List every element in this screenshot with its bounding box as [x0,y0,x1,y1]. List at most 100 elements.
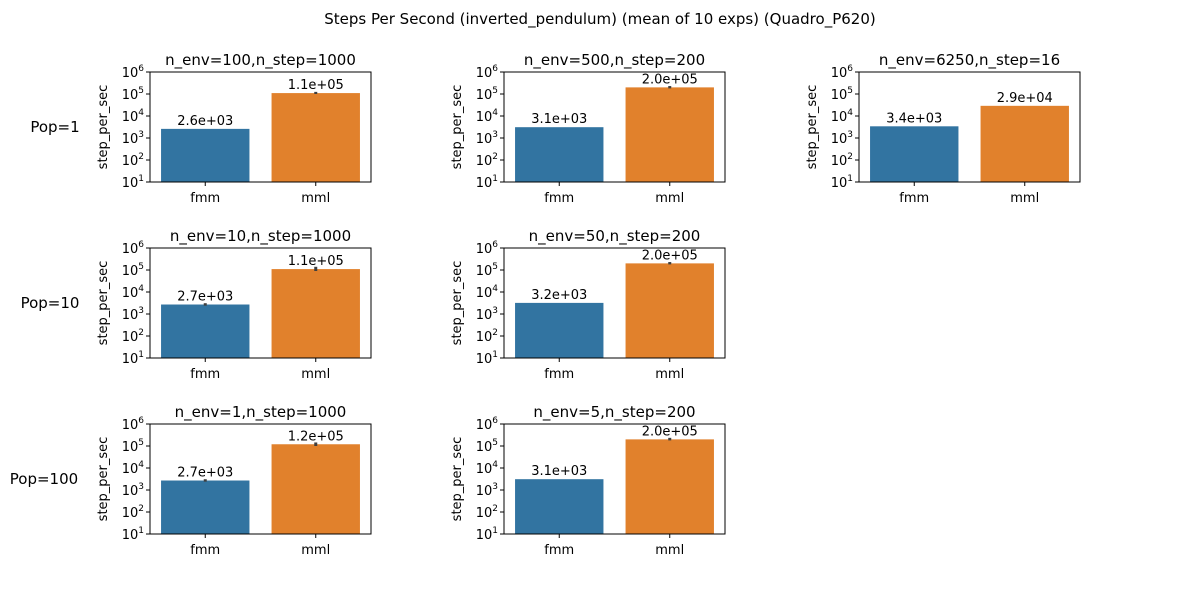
y-tick-label: 104 [476,108,499,125]
y-tick-label: 106 [476,240,499,257]
y-tick-exponent: 2 [492,328,498,338]
subplot-title: n_env=10,n_step=1000 [170,227,351,246]
y-tick-exponent: 6 [138,64,144,74]
y-tick-label: 105 [831,86,853,103]
row-label-pop-10: Pop=10 [21,294,80,312]
axes-frame [149,423,372,535]
bar-mml [625,439,714,534]
y-axis-label: step_per_sec [450,261,465,346]
axes-frame [858,71,1081,183]
y-tick-label: 105 [122,438,144,455]
y-tick-exponent: 4 [847,108,853,118]
bar-fmm [515,479,604,534]
y-tick-exponent: 5 [492,262,498,272]
y-tick-exponent: 5 [138,86,144,96]
y-tick-exponent: 4 [138,284,144,294]
y-tick-exponent: 5 [492,86,498,96]
bar-mml [271,93,360,182]
y-tick-exponent: 3 [847,130,853,140]
y-tick-label: 105 [122,86,144,103]
data-label-fmm: 2.6e+03 [177,114,233,129]
subplot-3: n_env=10,n_step=1000 step_per_sec 2.7e+03 f… [96,227,372,382]
data-label-fmm: 2.7e+03 [177,466,233,481]
data-label-mml: 1.1e+05 [288,78,344,93]
y-tick-label: 105 [476,438,498,455]
y-tick-label: 103 [122,130,144,147]
subplot-title: n_env=50,n_step=200 [529,227,701,246]
subplot-title: n_env=6250,n_step=16 [879,51,1060,70]
y-tick-label: 101 [122,526,144,543]
y-tick-label: 102 [476,504,498,521]
subplot-title: n_env=100,n_step=1000 [165,51,356,70]
data-label-fmm: 3.4e+03 [886,111,942,126]
data-label-mml: 2.0e+05 [642,72,698,87]
y-tick-label: 105 [122,262,144,279]
data-label-fmm: 3.1e+03 [531,112,587,127]
data-label-mml: 2.0e+05 [642,424,698,439]
y-tick-label: 103 [831,130,853,147]
y-tick-exponent: 2 [847,152,853,162]
y-tick-label: 101 [831,174,853,191]
y-tick-exponent: 5 [847,86,853,96]
subplot-grid: n_env=100,n_step=1000 step_per_sec 2.6e+03… [96,51,1081,558]
axes-frame [149,71,372,183]
y-tick-exponent: 3 [492,482,498,492]
axes-frame [503,71,726,183]
y-tick-exponent: 1 [492,350,498,360]
y-tick-label: 104 [122,284,145,301]
y-tick-exponent: 2 [138,504,144,514]
axes-frame [149,247,372,359]
y-tick-exponent: 3 [138,482,144,492]
y-tick-label: 104 [122,108,145,125]
x-tick-label-mml: mml [301,367,330,382]
y-axis-label: step_per_sec [96,261,111,346]
y-tick-label: 102 [831,152,853,169]
y-tick-label: 102 [122,152,144,169]
y-tick-label: 106 [476,416,499,433]
bar-mml [625,263,714,358]
y-tick-exponent: 1 [138,350,144,360]
y-tick-label: 103 [122,482,144,499]
subplot-title: n_env=1,n_step=1000 [175,403,347,422]
y-tick-exponent: 2 [492,152,498,162]
row-label-pop-1: Pop=1 [30,118,79,136]
x-tick-label-mml: mml [1010,191,1039,206]
y-axis-label: step_per_sec [805,85,820,170]
bar-mml [271,269,360,358]
y-tick-label: 104 [476,284,499,301]
subplot-1: n_env=500,n_step=200 step_per_sec 3.1e+03 f… [450,51,726,206]
data-label-fmm: 3.2e+03 [531,288,587,303]
y-tick-label: 105 [476,86,498,103]
y-tick-exponent: 6 [492,64,498,74]
y-tick-exponent: 1 [492,526,498,536]
y-tick-label: 104 [476,460,499,477]
bar-fmm [161,128,250,182]
bar-mml [625,87,714,182]
x-tick-label-fmm: fmm [190,543,220,558]
y-tick-label: 102 [476,152,498,169]
y-tick-exponent: 4 [138,108,144,118]
x-tick-label-mml: mml [655,367,684,382]
y-tick-label: 106 [831,64,854,81]
y-tick-label: 105 [476,262,498,279]
y-tick-exponent: 1 [138,526,144,536]
axes-frame [503,423,726,535]
bar-fmm [515,302,604,358]
y-tick-exponent: 1 [492,174,498,184]
y-tick-label: 102 [122,504,144,521]
y-tick-label: 103 [476,482,498,499]
y-tick-label: 103 [476,130,498,147]
y-tick-label: 101 [476,350,498,367]
row-label-pop-100: Pop=100 [10,470,78,488]
y-tick-label: 101 [476,174,498,191]
y-tick-exponent: 4 [138,460,144,470]
y-tick-label: 103 [476,306,498,323]
subplot-title: n_env=500,n_step=200 [524,51,705,70]
y-tick-label: 101 [122,174,144,191]
y-tick-label: 106 [122,416,145,433]
x-tick-label-mml: mml [655,543,684,558]
y-tick-label: 104 [831,108,854,125]
y-tick-exponent: 6 [847,64,853,74]
x-tick-label-mml: mml [655,191,684,206]
